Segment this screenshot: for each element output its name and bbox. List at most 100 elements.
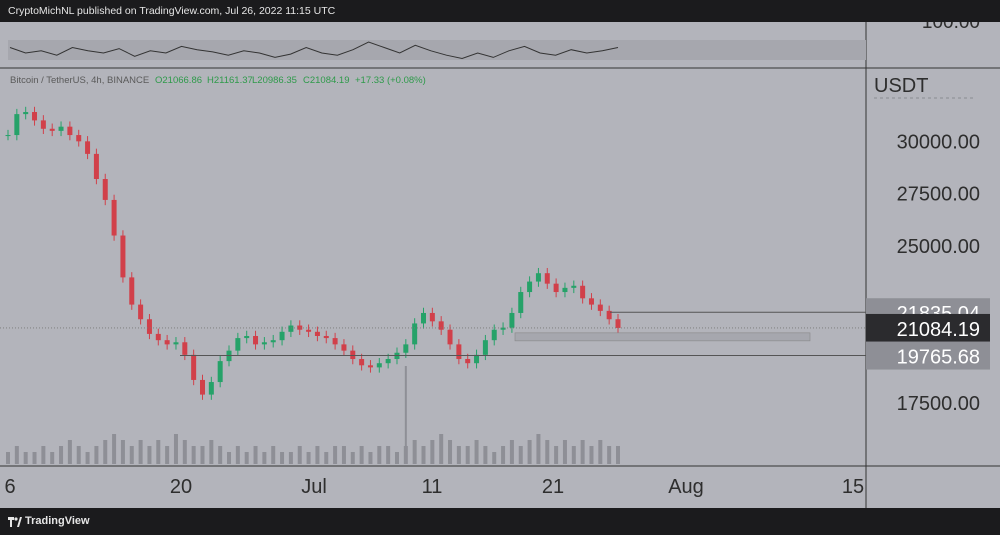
volume-bar (324, 452, 329, 464)
candle-body (191, 354, 197, 380)
candle-body (615, 319, 621, 328)
volume-bar (32, 452, 37, 464)
time-tick-label: Jul (301, 476, 327, 498)
volume-bar (607, 446, 612, 464)
highlight-zone (514, 332, 811, 342)
volume-bar (456, 446, 461, 464)
volume-bar (341, 446, 346, 464)
candle-body (509, 312, 515, 328)
volume-bar (156, 440, 161, 464)
volume-bar (598, 440, 603, 464)
candle-body (580, 285, 586, 299)
candle-body (482, 340, 488, 355)
time-tick-label: 15 (842, 476, 864, 498)
volume-bar (518, 446, 523, 464)
header-bar: CryptoMichNL published on TradingView.co… (0, 0, 1000, 22)
volume-bar (448, 440, 453, 464)
candle-body (606, 310, 612, 320)
candle-body (67, 126, 73, 136)
volume-bar (492, 452, 497, 464)
volume-bar (59, 446, 64, 464)
candle-body (367, 365, 373, 368)
candle-body (306, 329, 312, 332)
volume-bar (501, 446, 506, 464)
candle-body (447, 329, 453, 345)
volume-bar (200, 446, 205, 464)
volume-bar (545, 440, 550, 464)
candle-body (58, 126, 64, 131)
volume-bar (67, 440, 72, 464)
volume-bar (182, 440, 187, 464)
price-tick-label: 25000.00 (897, 236, 980, 258)
volume-bar (41, 446, 46, 464)
candle-body (5, 135, 11, 137)
price-tick-label: 17500.00 (897, 393, 980, 415)
ohlc-value: O21066.86 (155, 75, 202, 86)
volume-bar (412, 440, 417, 464)
price-label-box (866, 313, 990, 342)
chart-canvas[interactable]: 100.00 Bitcoin / TetherUS, 4h, BINANCE O21… (0, 22, 1000, 508)
candle-body (297, 325, 303, 330)
volume-bar (227, 452, 232, 464)
candle-body (421, 312, 427, 324)
price-tick-label: 27500.00 (897, 184, 980, 206)
ohlc-value: C21084.19 (303, 75, 349, 86)
candle-body (146, 319, 152, 334)
price-label-box (866, 341, 990, 370)
volume-bar (94, 446, 99, 464)
volume-bar (288, 452, 293, 464)
volume-bar (85, 452, 90, 464)
volume-bar (509, 440, 514, 464)
volume-bar (218, 446, 223, 464)
tradingview-logo-icon (8, 517, 22, 527)
candle-body (500, 327, 506, 330)
candle-body (412, 323, 418, 345)
volume-bar (129, 446, 134, 464)
volume-bar (527, 440, 532, 464)
volume-bar (421, 446, 426, 464)
candle-body (14, 114, 20, 136)
candle-body (129, 277, 135, 305)
candle-body (217, 361, 223, 383)
volume-bar (386, 446, 391, 464)
time-tick-label: 20 (170, 476, 192, 498)
candle-body (518, 292, 524, 313)
volume-bar (244, 452, 249, 464)
candle-body (199, 379, 205, 395)
ohlc-value: +17.33 (+0.08%) (355, 75, 426, 86)
candle-body (535, 273, 541, 282)
candle-body (111, 199, 117, 236)
ohlc-value: L20986.35 (252, 75, 297, 86)
chart-background (0, 22, 1000, 508)
oscillator-line (9, 41, 619, 60)
candle-body (102, 179, 108, 200)
volume-bar (465, 446, 470, 464)
candle-body (553, 283, 559, 293)
volume-bar (616, 446, 620, 464)
candle-body (155, 333, 161, 341)
candle-body (527, 281, 533, 293)
candle-body (332, 338, 338, 345)
candle-body (562, 287, 568, 293)
candle-body (40, 120, 46, 129)
symbol-name: Bitcoin / TetherUS, 4h, BINANCE (10, 75, 149, 86)
candle-body (208, 382, 214, 395)
candle-body (279, 331, 285, 341)
candle-body (403, 344, 409, 353)
volume-bar (589, 446, 594, 464)
volume-bar (580, 440, 585, 464)
publisher-text: CryptoMichNL published on TradingView.co… (8, 5, 336, 17)
volume-bar (147, 446, 152, 464)
volume-bar (209, 440, 214, 464)
footer-brand: TradingView (25, 515, 90, 527)
volume-bar (14, 446, 19, 464)
oscillator-band (8, 40, 866, 60)
candle-body (138, 304, 144, 320)
price-tick-label: 30000.00 (897, 131, 980, 153)
volume-bar (50, 452, 55, 464)
volume-bar (536, 434, 541, 464)
candle-body (244, 335, 250, 339)
price-axis-background (866, 22, 1000, 508)
time-tick-label: 21 (542, 476, 564, 498)
volume-bar (333, 446, 338, 464)
